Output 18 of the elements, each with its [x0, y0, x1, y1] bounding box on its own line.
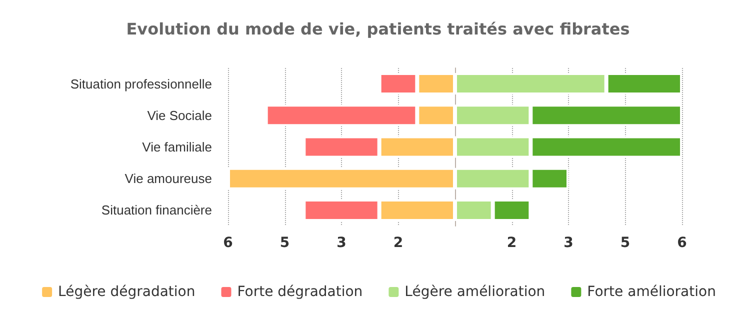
- legend-label: Forte dégradation: [237, 284, 363, 300]
- x-tick-label: 3: [564, 235, 574, 251]
- x-tick-label: 2: [393, 235, 404, 251]
- legend-label: Légère dégradation: [58, 284, 196, 300]
- x-tick-label: 6: [223, 235, 233, 251]
- y-tick-label: Vie amoureuse: [124, 171, 212, 186]
- y-tick-label: Vie Sociale: [147, 108, 212, 123]
- y-tick-label: Situation professionnelle: [70, 76, 212, 92]
- x-tick-label: 5: [620, 235, 630, 251]
- y-tick-label: Vie familiale: [142, 140, 212, 154]
- x-tick-label: 3: [336, 235, 346, 251]
- legend-label: Forte amélioration: [587, 284, 716, 300]
- x-tick-label: 5: [280, 235, 290, 251]
- y-tick-label: Situation financière: [101, 202, 212, 218]
- x-tick-label: 6: [677, 235, 687, 251]
- legend-label: Légère amélioration: [404, 284, 546, 300]
- x-tick-label: 2: [506, 235, 517, 251]
- chart-title: Evolution du mode de vie, patients traités avec fibrates: [126, 20, 630, 38]
